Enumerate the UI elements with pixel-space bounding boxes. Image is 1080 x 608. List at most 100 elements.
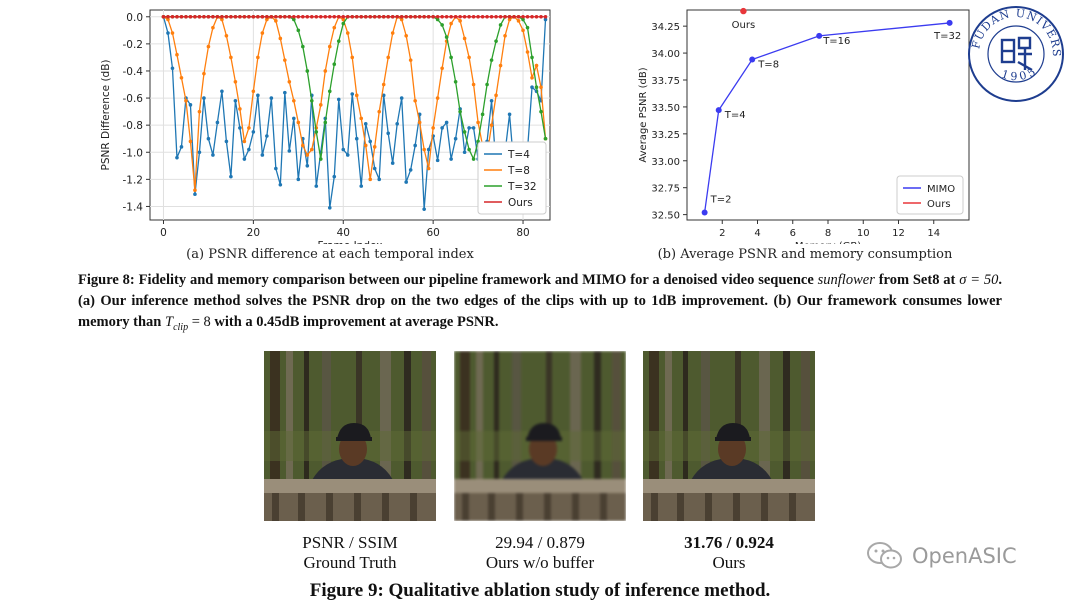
seal-emblem-icon: [1000, 36, 1033, 72]
data-point-Ours: [206, 14, 211, 19]
data-point-Ours: [260, 14, 265, 19]
data-point-T=8: [530, 75, 534, 80]
data-point-T=8: [233, 80, 238, 84]
data-point-Ours: [314, 14, 319, 19]
data-point-T=8: [503, 33, 507, 38]
xlabel-a: Frame Index: [318, 240, 383, 244]
data-point-T=4: [242, 157, 247, 161]
data-point-T=4: [386, 131, 391, 136]
data-point-T=32: [332, 62, 337, 66]
data-point-T=8: [449, 21, 453, 26]
photo-cap-brim: [336, 437, 372, 441]
data-point-Ours: [485, 14, 489, 19]
data-point-Ours: [256, 14, 260, 19]
data-point-T=32: [309, 98, 314, 103]
legend-label-b: MIMO: [927, 184, 955, 195]
data-point-T=32: [489, 58, 494, 62]
data-point-T=32: [480, 112, 485, 117]
data-point-Ours: [170, 14, 175, 19]
data-point-Ours: [462, 14, 467, 19]
data-point-T=8: [390, 31, 395, 35]
photo-tree-trunk: [286, 351, 293, 486]
photo-tree-trunk: [783, 351, 790, 486]
data-point-T=8: [471, 82, 476, 87]
data-point-T=4: [229, 174, 233, 179]
data-point-T=8: [458, 19, 462, 23]
label-ours-wo-buffer: Ours w/o buffer: [485, 553, 595, 572]
ytick-label-a: -0.8: [123, 120, 144, 132]
chart-psnr-difference: 0.0 -0.2 -0.4 -0.6 -0.8 -1.0 -1.2 -1.4 0 20 40 60 80…: [100, 9, 551, 244]
data-point-T=4: [350, 92, 355, 96]
photo-railing-post: [572, 493, 579, 521]
data-point-T=8: [197, 109, 202, 114]
data-point-T=8: [498, 63, 503, 68]
xtick-label-a: 20: [247, 227, 260, 239]
legend-label-a: T=32: [507, 181, 537, 193]
data-point-T=4: [292, 116, 296, 121]
data-point-T=8: [435, 96, 440, 100]
photo-caption-ours-wo-buffer: 29.94 / 0.879 Ours w/o buffer: [445, 533, 635, 573]
data-label-ours: Ours: [732, 20, 756, 31]
data-point-T=4: [426, 147, 431, 152]
data-point-T=8: [372, 145, 377, 149]
data-point-T=4: [211, 153, 215, 157]
data-point-T=8: [292, 98, 296, 103]
data-point-Ours: [449, 14, 453, 19]
data-point-T=4: [175, 155, 179, 160]
data-point-T=8: [507, 17, 512, 22]
data-point-Ours: [229, 14, 233, 19]
data-point-Ours: [435, 14, 440, 19]
data-point-Ours: [350, 14, 355, 19]
subcaption-a: (a) PSNR difference at each temporal ind…: [186, 247, 474, 262]
data-point-Ours: [224, 14, 229, 19]
data-point-Ours: [220, 14, 224, 19]
data-point-T=4: [543, 17, 548, 22]
data-point-T=4: [215, 120, 220, 125]
fig8-text-1: Figure 8: Fidelity and memory comparison…: [78, 272, 818, 288]
data-point-T=4: [256, 93, 260, 98]
xtick-label-b: 12: [892, 228, 905, 239]
photo-ground-truth: [264, 351, 436, 521]
data-point-T=8: [206, 44, 211, 49]
data-point-T=8: [323, 69, 328, 73]
data-point-T=32: [534, 85, 539, 90]
photo-railing-post: [705, 493, 712, 521]
data-point-Ours: [345, 14, 350, 19]
photo-tree-trunk: [380, 351, 391, 486]
data-point-Ours: [184, 14, 188, 19]
data-point-T=4: [247, 147, 251, 152]
data-point-T=8: [188, 139, 193, 144]
xtick-label-b: 4: [754, 228, 760, 239]
data-point-T=8: [516, 19, 521, 23]
photo-railing-top: [454, 479, 626, 493]
data-point-Ours: [444, 14, 449, 19]
data-point-Ours: [404, 14, 408, 19]
data-point-T=4: [202, 96, 206, 100]
data-point-Ours: [467, 14, 471, 19]
data-point-Ours: [408, 14, 413, 19]
data-point-T=4: [462, 150, 467, 155]
data-point-T=4: [377, 177, 382, 182]
label-ours: Ours: [712, 553, 746, 572]
photo-caption-ground-truth: PSNR / SSIM Ground Truth: [255, 533, 445, 573]
data-point-Ours: [381, 14, 386, 19]
data-point-Ours: [503, 14, 507, 19]
watermark: OpenASIC: [866, 541, 1017, 571]
data-point-T=8: [422, 147, 426, 152]
data-point-T=8: [220, 17, 224, 22]
data-point-Ours: [296, 14, 301, 19]
subcaption-b: (b) Average PSNR and memory consumption: [657, 247, 953, 262]
data-point-T=8: [224, 33, 229, 38]
photo-cap-brim: [526, 437, 562, 441]
data-point-Ours: [417, 14, 422, 19]
xtick-label-a: 40: [337, 227, 350, 239]
data-point-T=8: [305, 153, 310, 157]
photo-tree-trunk: [304, 351, 309, 486]
ytick-label-a: -1.2: [123, 174, 144, 186]
photo-ours: [643, 351, 815, 521]
data-point-T=4: [413, 143, 417, 148]
data-point-T=32: [462, 130, 467, 134]
data-point-T=32: [314, 130, 319, 134]
data-point-mimo: [946, 19, 953, 26]
data-point-T=32: [292, 17, 296, 22]
